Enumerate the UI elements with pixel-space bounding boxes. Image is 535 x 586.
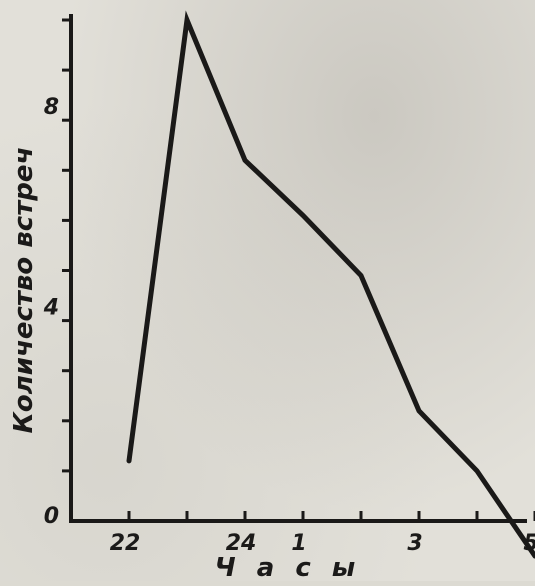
x-axis-title: Ч а с ы [215,553,362,581]
y-tick-label: 8 [44,95,59,120]
axes [71,16,525,521]
y-tick-label: 0 [44,504,59,529]
y-tick-label: 4 [43,296,59,321]
tick-labels: 0482224135 [43,95,535,556]
series-layer [129,20,535,556]
y-axis-title: Количество встреч [9,147,39,434]
series-line [129,20,535,556]
x-tick-label: 22 [110,531,141,556]
x-tick-label: 3 [407,531,422,556]
